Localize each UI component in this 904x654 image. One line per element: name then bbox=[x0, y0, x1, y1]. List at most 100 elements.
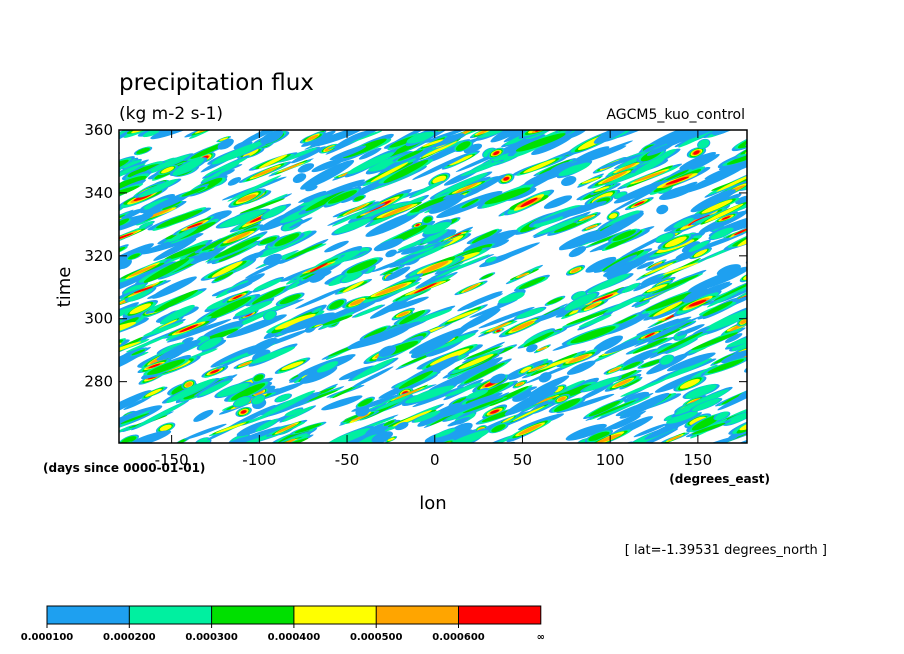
contour-cell bbox=[378, 345, 397, 357]
contour-cell bbox=[580, 214, 594, 221]
contour-cell bbox=[119, 246, 126, 258]
contour-cell bbox=[612, 230, 636, 242]
contour-cell bbox=[658, 130, 697, 146]
contour-cell bbox=[745, 275, 747, 290]
colorbar-segment bbox=[47, 606, 130, 624]
contour-cell bbox=[168, 228, 197, 243]
contour-cell bbox=[743, 273, 747, 280]
contour-cell bbox=[463, 283, 479, 293]
contour-cell bbox=[395, 422, 409, 431]
contour-cell bbox=[251, 395, 265, 405]
contour-cell bbox=[321, 395, 363, 411]
contour-cell bbox=[147, 285, 185, 299]
contour-cell bbox=[193, 409, 214, 422]
contour-cell bbox=[244, 257, 290, 279]
contour-cell bbox=[745, 134, 747, 147]
contour-cell bbox=[603, 254, 638, 273]
contour-cell bbox=[290, 146, 326, 164]
contour-cell bbox=[660, 354, 674, 365]
contour-cell bbox=[119, 212, 133, 221]
y-axis-label: time bbox=[54, 267, 75, 308]
chart-title: precipitation flux bbox=[119, 70, 314, 96]
contour-cell bbox=[351, 366, 394, 388]
contour-cell bbox=[92, 217, 118, 232]
contour-cell bbox=[682, 288, 708, 303]
contour-cell bbox=[215, 422, 247, 434]
contour-cell bbox=[512, 390, 532, 402]
contour-cell bbox=[351, 414, 370, 421]
contour-cell bbox=[102, 346, 118, 359]
contour-cell bbox=[119, 322, 137, 337]
contour-cell bbox=[159, 304, 195, 325]
contour-cell bbox=[422, 139, 444, 147]
contour-cell bbox=[701, 199, 733, 214]
contour-cell bbox=[624, 391, 650, 404]
contour-cell bbox=[273, 434, 311, 443]
contour-cell bbox=[512, 405, 545, 422]
contour-cell bbox=[230, 426, 282, 443]
contour-cell bbox=[153, 238, 197, 261]
contour-cell bbox=[373, 238, 404, 252]
x-tick-label: 50 bbox=[513, 451, 532, 469]
contour-cell bbox=[426, 229, 457, 245]
contour-cell bbox=[377, 326, 404, 341]
contour-cell bbox=[280, 162, 302, 173]
contour-cell bbox=[598, 154, 642, 170]
contour-cell bbox=[119, 390, 152, 421]
contour-cell bbox=[533, 357, 575, 372]
contour-cell bbox=[358, 398, 373, 407]
contour-cell bbox=[749, 169, 784, 189]
contour-cell bbox=[305, 185, 318, 192]
y-tick-label: 340 bbox=[84, 184, 113, 202]
colorbar-label: 0.000600 bbox=[432, 632, 485, 643]
contour-cell bbox=[106, 168, 119, 178]
contour-cell bbox=[652, 274, 699, 294]
contour-cell bbox=[665, 176, 690, 185]
contour-cell bbox=[578, 314, 612, 328]
contour-cell bbox=[329, 299, 345, 310]
contour-cell bbox=[673, 217, 694, 228]
contour-cell bbox=[735, 195, 747, 205]
colorbar-label: 0.000300 bbox=[185, 632, 238, 643]
contour-cell bbox=[746, 193, 778, 215]
contour-cell bbox=[461, 198, 479, 209]
contour-cell bbox=[326, 428, 371, 443]
contour-cell bbox=[233, 140, 253, 150]
contour-cell bbox=[693, 150, 700, 155]
contour-cell bbox=[550, 161, 571, 172]
contour-cell bbox=[288, 217, 313, 229]
contour-cell bbox=[275, 393, 291, 403]
contour-cell bbox=[383, 159, 429, 184]
contour-cell bbox=[734, 131, 747, 149]
contour-cell bbox=[427, 133, 465, 148]
contour-cell bbox=[255, 419, 278, 432]
contour-cell bbox=[566, 360, 596, 375]
contour-cell bbox=[622, 361, 641, 370]
plot-frame bbox=[118, 129, 748, 444]
contour-cell bbox=[716, 264, 741, 277]
contour-cell bbox=[490, 130, 546, 143]
contour-cell bbox=[355, 406, 370, 417]
contour-cell bbox=[317, 299, 378, 325]
y-tick-label: 360 bbox=[84, 121, 113, 139]
contour-cell bbox=[226, 231, 251, 243]
colorbar-segment bbox=[376, 606, 459, 624]
contour-cell bbox=[145, 207, 173, 219]
contour-cell bbox=[605, 296, 642, 314]
contour-cell bbox=[234, 300, 273, 317]
contour-cell bbox=[657, 331, 703, 354]
contour-cell bbox=[119, 175, 147, 190]
contour-cell bbox=[687, 266, 747, 293]
contour-cell bbox=[142, 198, 170, 210]
contour-cell bbox=[707, 359, 745, 374]
contour-cell bbox=[750, 151, 775, 167]
contour-cell bbox=[579, 382, 614, 401]
contour-cell bbox=[156, 209, 203, 229]
contour-cell bbox=[132, 261, 172, 282]
contour-cell bbox=[624, 444, 630, 448]
contour-cell bbox=[745, 133, 747, 154]
contour-cell bbox=[145, 200, 181, 214]
contour-cell bbox=[597, 433, 622, 443]
contour-cell bbox=[381, 204, 413, 219]
contour-cell bbox=[614, 378, 632, 387]
